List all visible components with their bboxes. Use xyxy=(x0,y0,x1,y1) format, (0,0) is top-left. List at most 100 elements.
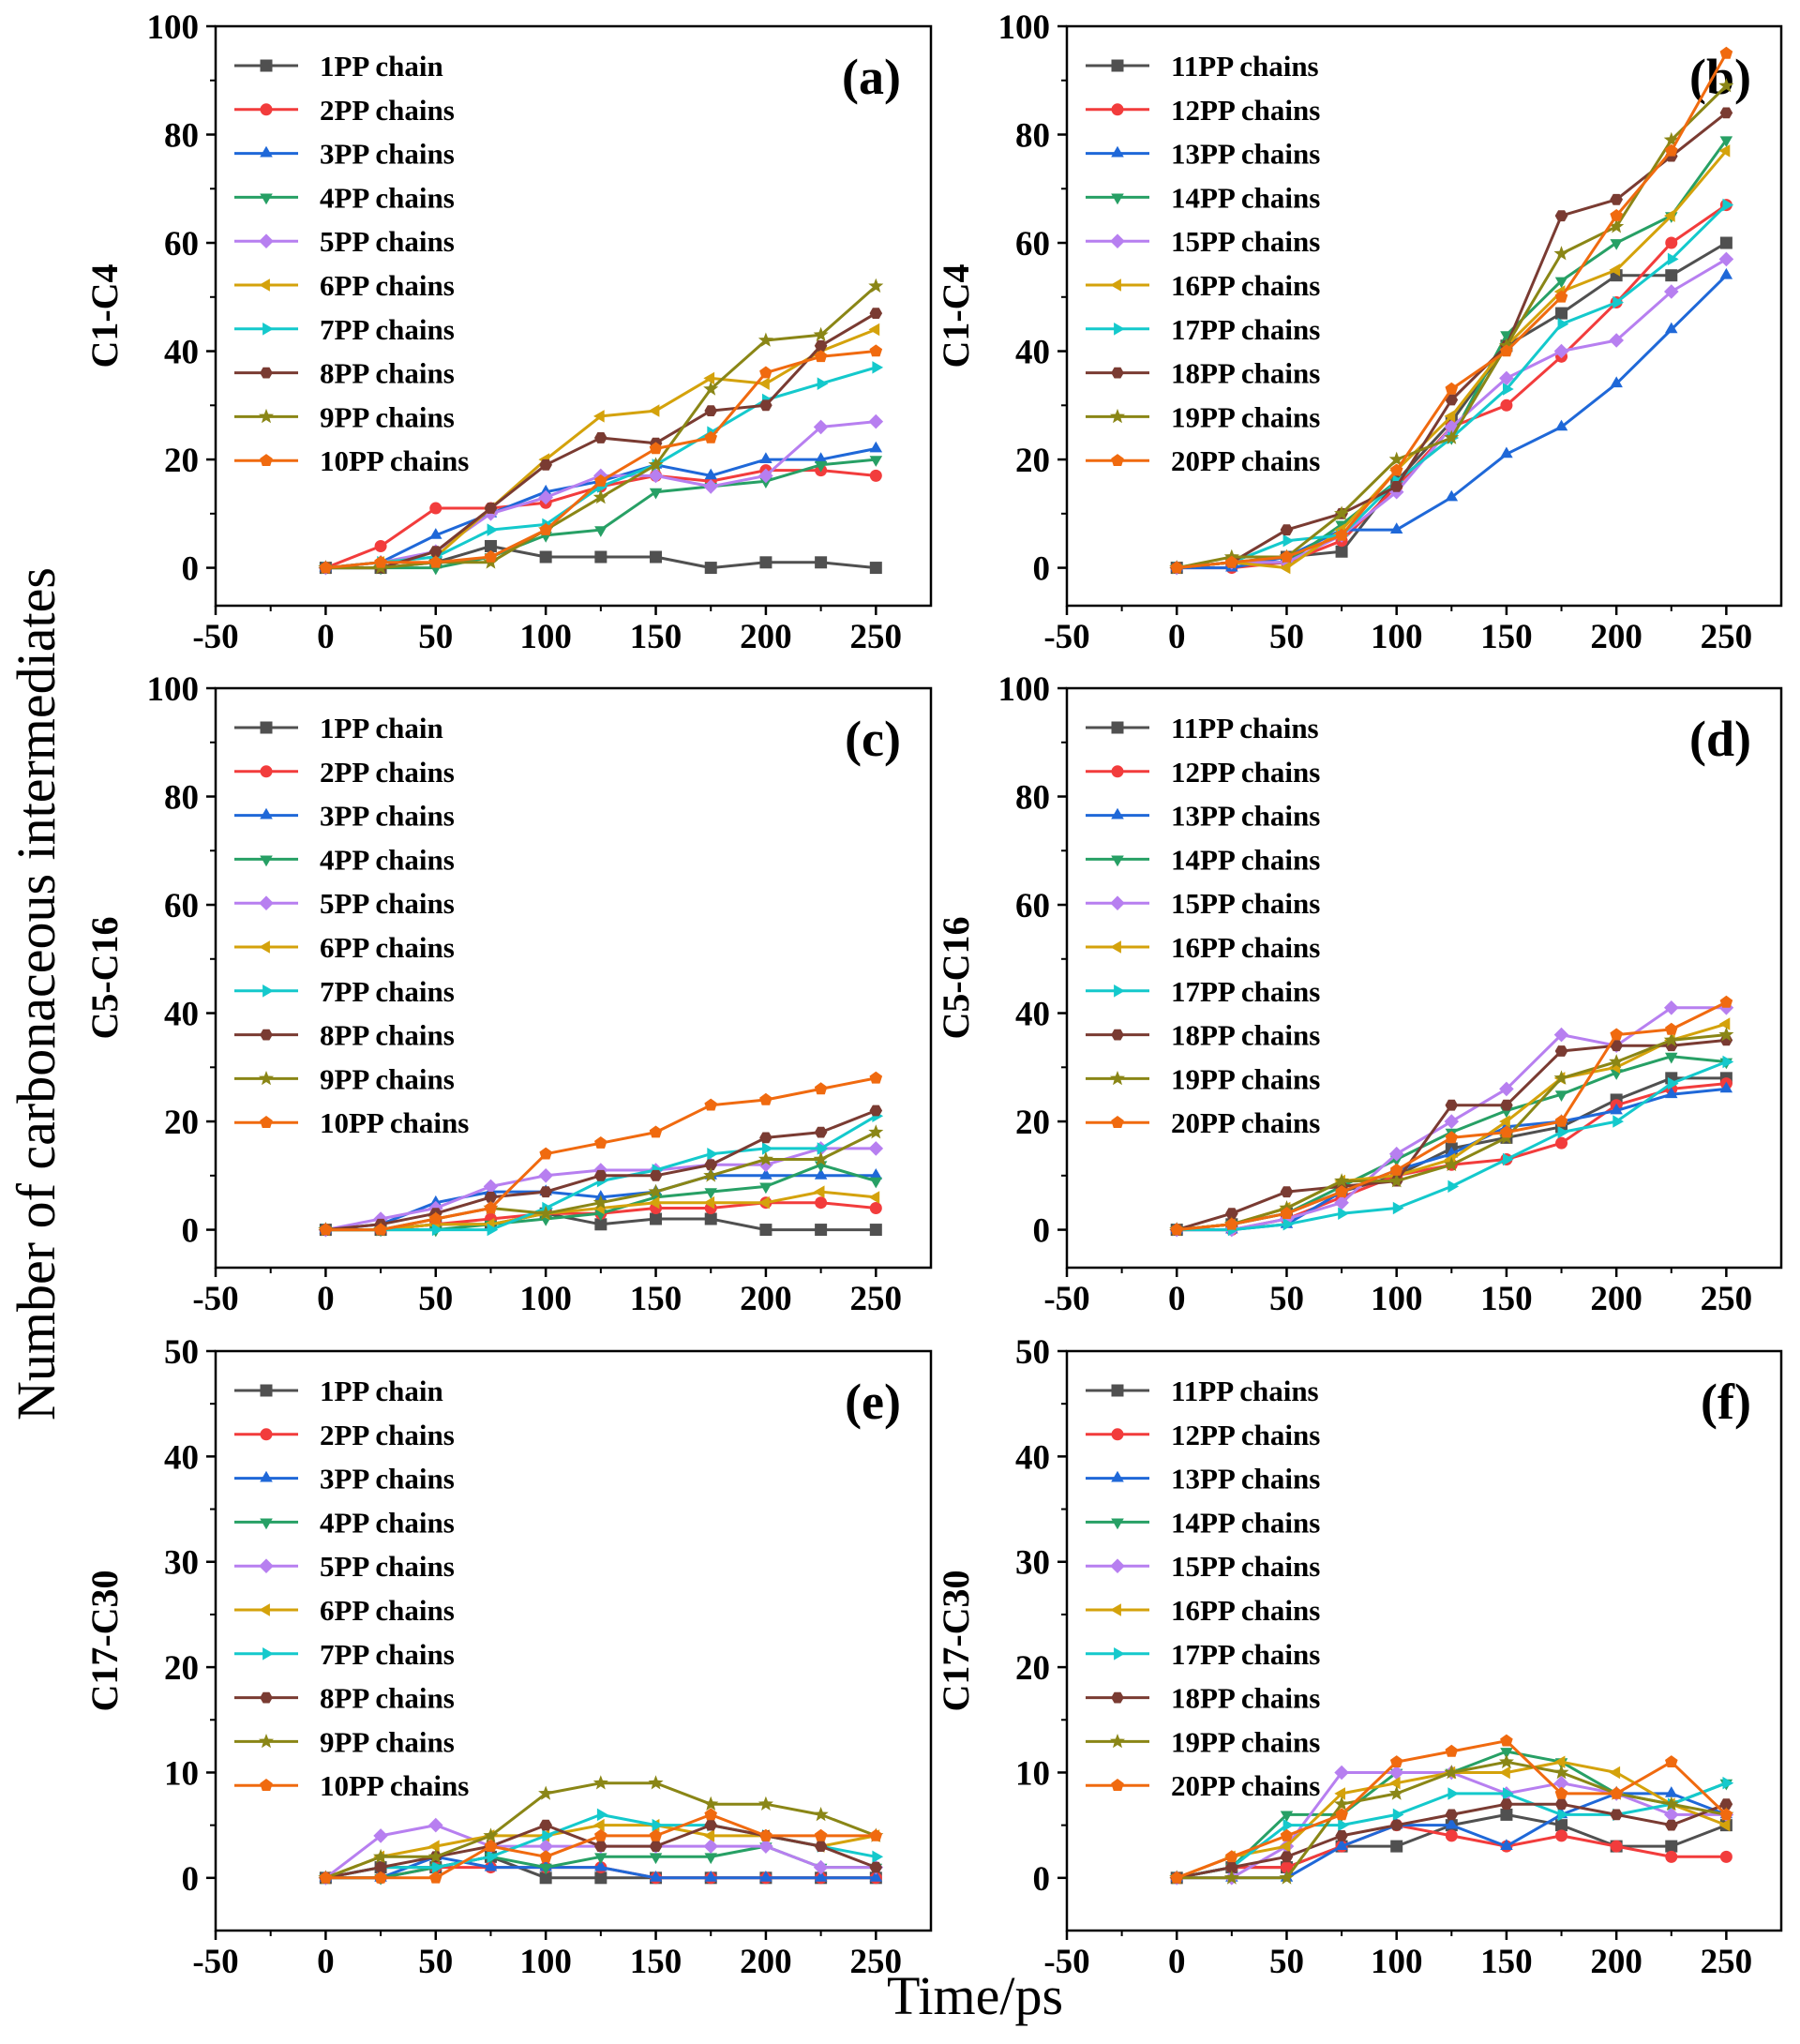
x-tick-label: 150 xyxy=(1480,618,1533,656)
data-point xyxy=(539,1819,552,1831)
data-point xyxy=(1554,277,1568,289)
data-point xyxy=(704,468,717,480)
data-point xyxy=(649,1125,663,1138)
data-point xyxy=(483,1179,499,1195)
data-point xyxy=(1170,1223,1183,1236)
data-point xyxy=(759,1871,772,1882)
legend-marker xyxy=(260,454,273,466)
data-point xyxy=(869,1871,883,1882)
legend-marker xyxy=(1111,454,1124,466)
data-point xyxy=(319,1871,333,1884)
legend-label: 14PP chains xyxy=(1171,843,1320,876)
data-point xyxy=(650,550,663,564)
legend-item: 13PP chains xyxy=(1086,800,1320,833)
data-point xyxy=(592,1775,608,1790)
data-point xyxy=(1610,1840,1623,1853)
data-point xyxy=(539,550,552,564)
x-tick-label: 150 xyxy=(630,1943,682,1981)
legend-item: 14PP chains xyxy=(1086,1506,1320,1539)
data-point xyxy=(593,1818,605,1832)
data-point xyxy=(758,1151,773,1166)
legend-label: 12PP chains xyxy=(1171,1419,1320,1451)
y-tick-label: 100 xyxy=(147,8,200,47)
data-point xyxy=(1389,1819,1403,1831)
legend-label: 11PP chains xyxy=(1171,50,1319,83)
legend-item: 5PP chains xyxy=(234,1550,455,1583)
y-tick-label: 40 xyxy=(164,334,199,372)
data-point xyxy=(1719,136,1733,148)
data-point xyxy=(1500,1839,1513,1850)
data-point xyxy=(759,1132,772,1144)
legend-item: 20PP chains xyxy=(1086,444,1320,477)
y-tick-label: 0 xyxy=(182,1860,200,1899)
data-point xyxy=(1718,1818,1731,1832)
y-tick-label: 20 xyxy=(164,1104,199,1142)
y-tick-label: 0 xyxy=(182,1212,200,1251)
x-tick-label: 0 xyxy=(1168,1280,1186,1318)
x-tick-label: -50 xyxy=(1043,1943,1089,1981)
x-tick-label: 50 xyxy=(418,1280,453,1318)
series-10 xyxy=(319,344,883,574)
data-point xyxy=(539,1850,552,1863)
data-point xyxy=(1664,1000,1679,1015)
data-point xyxy=(539,1863,552,1875)
data-point xyxy=(1664,1807,1679,1823)
data-point xyxy=(758,1195,770,1210)
data-point xyxy=(759,1168,772,1180)
x-tick-label: 200 xyxy=(740,1943,792,1981)
data-point xyxy=(1718,1027,1734,1042)
legend-marker xyxy=(1111,59,1124,72)
x-tick-label: 0 xyxy=(317,1943,335,1981)
data-point xyxy=(1335,1808,1348,1821)
y-axis-label: C1-C4 xyxy=(935,263,977,368)
data-point xyxy=(1500,398,1513,412)
data-point xyxy=(1170,561,1183,574)
data-point xyxy=(1610,1040,1623,1052)
data-point xyxy=(1665,269,1678,282)
data-point xyxy=(539,1186,552,1198)
data-point xyxy=(1610,1103,1623,1115)
legend-item: 4PP chains xyxy=(234,181,455,214)
legend-item: 16PP chains xyxy=(1086,269,1320,302)
legend-marker xyxy=(260,1470,273,1482)
data-point xyxy=(813,1859,829,1875)
y-axis-label: C17-C30 xyxy=(935,1570,977,1711)
data-point xyxy=(1500,1748,1513,1759)
legend-marker xyxy=(1110,1734,1125,1749)
y-tick-label: 40 xyxy=(164,996,199,1034)
data-point xyxy=(813,326,829,342)
data-point xyxy=(704,1871,717,1882)
legend-marker xyxy=(260,59,273,72)
legend-item: 17PP chains xyxy=(1086,975,1320,1008)
legend-item: 8PP chains xyxy=(234,1019,455,1052)
data-point xyxy=(1663,131,1679,147)
data-point xyxy=(1503,1787,1514,1800)
legend-item: 20PP chains xyxy=(1086,1769,1320,1802)
legend-label: 19PP chains xyxy=(1171,400,1320,433)
legend-marker xyxy=(260,103,273,116)
data-point xyxy=(1445,1809,1459,1821)
legend-item: 12PP chains xyxy=(1086,1419,1320,1451)
data-point xyxy=(1280,1861,1293,1874)
data-point xyxy=(1554,1045,1568,1057)
data-point xyxy=(1610,1809,1623,1821)
data-point xyxy=(1718,78,1734,93)
x-tick-label: 0 xyxy=(1168,618,1186,656)
y-tick-label: 80 xyxy=(1015,779,1050,818)
legend-marker xyxy=(1111,145,1124,158)
data-point xyxy=(1553,246,1569,261)
data-point xyxy=(1390,1840,1403,1853)
data-point xyxy=(869,1201,882,1214)
legend-label: 8PP chains xyxy=(320,357,455,390)
legend-item: 1PP chain xyxy=(234,1375,443,1407)
data-point xyxy=(1499,1766,1510,1780)
data-point xyxy=(539,523,552,535)
legend-label: 6PP chains xyxy=(320,1594,455,1627)
data-point xyxy=(1225,1861,1238,1873)
data-point xyxy=(1663,1796,1679,1811)
data-point xyxy=(1667,252,1679,266)
data-point xyxy=(1445,1744,1459,1757)
data-point xyxy=(1554,1090,1568,1102)
legend-label: 20PP chains xyxy=(1171,444,1320,477)
legend-label: 15PP chains xyxy=(1171,887,1320,920)
